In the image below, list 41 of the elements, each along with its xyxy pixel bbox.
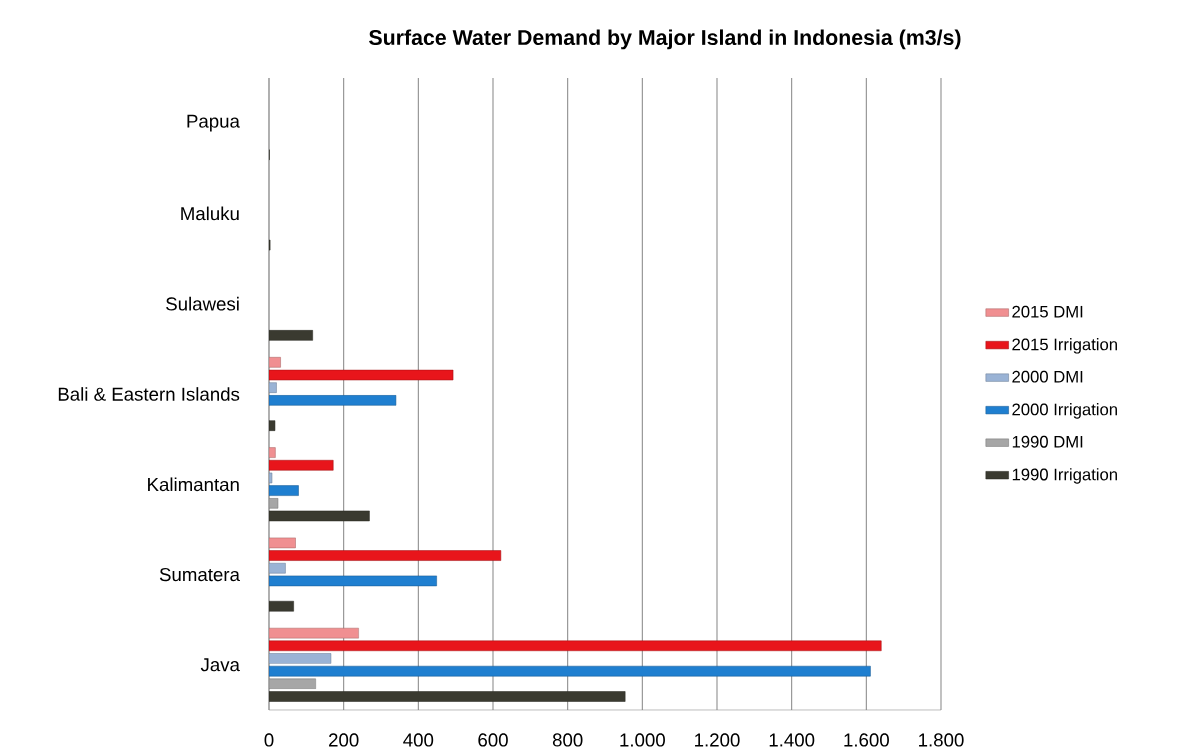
- x-tick-label: 1.600: [844, 733, 889, 747]
- bar: [269, 395, 397, 406]
- legend-label: 1990 Irrigation: [1012, 468, 1117, 484]
- bar: [269, 562, 286, 574]
- y-tick-label: Sumatera: [159, 567, 240, 582]
- bar: [269, 330, 313, 341]
- bar: [269, 600, 294, 612]
- y-tick-label: Papua: [187, 114, 240, 132]
- x-tick-label: 1.000: [620, 733, 665, 747]
- legend-label: 2000 DMI: [1012, 370, 1083, 383]
- x-tick-label: 1.200: [695, 733, 740, 747]
- y-tick-label: Sulawesi: [166, 296, 239, 311]
- x-tick-label: 1.800: [919, 733, 964, 747]
- legend-label: 2000 Irrigation: [1012, 403, 1117, 419]
- x-tick-label: 1.400: [769, 733, 815, 747]
- bar: [269, 550, 502, 561]
- bar: [269, 460, 334, 471]
- bar: [269, 665, 871, 677]
- legend-label: 2015 Irrigation: [1012, 338, 1117, 354]
- x-tick-label: 600: [478, 733, 508, 747]
- bar: [269, 382, 277, 393]
- y-tick-label: Kalimantan: [148, 477, 239, 492]
- bar: [269, 472, 273, 484]
- bar: [269, 369, 454, 381]
- legend-label: 1990 DMI: [1012, 435, 1083, 448]
- bar: [269, 420, 276, 431]
- bar: [269, 510, 370, 522]
- bar: [269, 653, 332, 664]
- y-tick-label: Java: [200, 658, 240, 672]
- chart-title: Surface Water Demand by Major Island in Indonesia (m3/s): [369, 29, 961, 50]
- x-tick-label: 0: [264, 733, 274, 747]
- bar: [269, 691, 626, 702]
- x-tick-label: 800: [552, 733, 583, 747]
- y-tick-label: Bali & Eastern Islands: [58, 387, 240, 401]
- legend-label: 2015 DMI: [1012, 305, 1083, 318]
- bar: [269, 485, 299, 496]
- bar: [269, 640, 882, 652]
- y-tick-label: Maluku: [181, 206, 239, 221]
- bar: [269, 575, 437, 587]
- x-tick-label: 200: [329, 733, 359, 747]
- x-tick-label: 400: [403, 733, 434, 747]
